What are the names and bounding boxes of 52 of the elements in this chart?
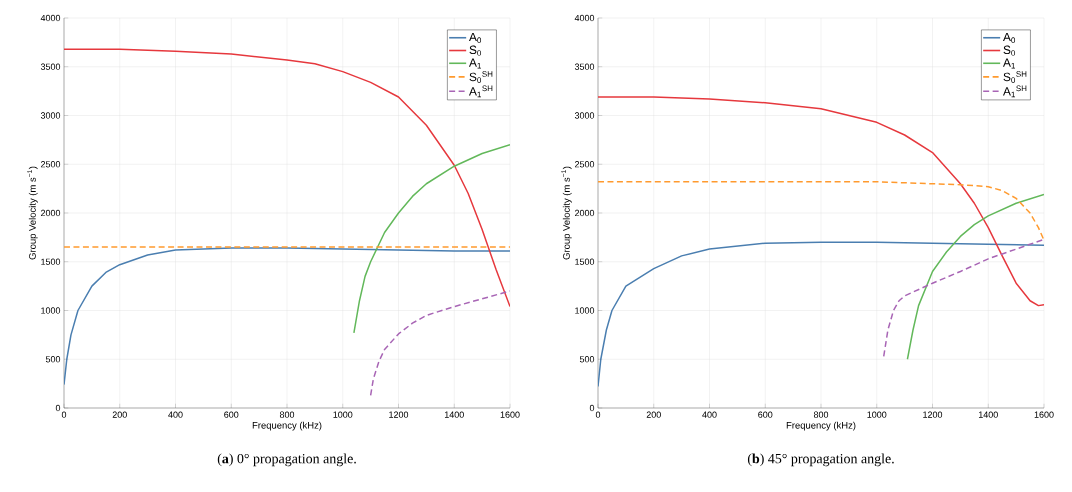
- y-tick-label: 1500: [41, 258, 61, 265]
- x-tick-label: 0: [61, 411, 67, 418]
- y-tick-label: 1500: [575, 258, 595, 265]
- x-tick-label: 1200: [389, 411, 409, 418]
- x-tick-label: 200: [646, 411, 661, 418]
- y-tick-label: 4000: [40, 14, 61, 22]
- x-tick-label: 200: [112, 411, 127, 418]
- legend-label: A$_{1}$: [1002, 58, 1015, 69]
- y-axis-title: Group Velocity (m s$^{−1}$): [27, 166, 38, 260]
- y-tick-label: 0: [589, 404, 595, 412]
- y-tick-label: 2000: [574, 209, 595, 217]
- x-tick-label: 1400: [444, 411, 464, 418]
- x-tick-label: 1600: [500, 411, 520, 418]
- line-series: [64, 247, 510, 386]
- text: (b) 45° propagation angle.: [747, 453, 894, 467]
- y-tick-label: 2000: [40, 209, 61, 217]
- x-tick-label: 800: [813, 411, 829, 418]
- legend-label: A$_{0}$: [468, 32, 482, 43]
- line-series: [598, 96, 1045, 307]
- x-tick-label: 600: [758, 411, 773, 418]
- y-tick-label: 4000: [574, 14, 595, 22]
- line-series: [598, 241, 1045, 388]
- x-tick-label: 1000: [867, 411, 887, 418]
- y-tick-label: 500: [45, 356, 61, 363]
- x-tick-label: 600: [224, 411, 239, 418]
- y-tick-label: 3500: [40, 63, 61, 70]
- x-tick-label: 1600: [1034, 411, 1054, 418]
- y-axis-title: Group Velocity (m s$^{−1}$): [561, 166, 572, 260]
- legend-label: A$_{0}$: [1002, 32, 1016, 43]
- line-series: [906, 193, 1045, 360]
- x-tick-label: 800: [279, 411, 295, 418]
- y-tick-label: 500: [579, 356, 595, 363]
- x-tick-label: 0: [595, 411, 601, 418]
- x-tick-label: 1400: [978, 411, 998, 418]
- y-tick-label: 0: [55, 404, 61, 412]
- y-tick-label: 2500: [574, 161, 595, 168]
- y-tick-label: 1000: [575, 307, 595, 314]
- text: (a) 0° propagation angle.: [217, 453, 356, 467]
- legend-label: S$_{0}$: [1003, 45, 1016, 56]
- x-axis-title: Frequency (kHz): [252, 421, 322, 431]
- x-tick-label: 400: [702, 411, 717, 418]
- x-tick-label: 1200: [923, 411, 943, 418]
- y-tick-label: 2500: [40, 161, 61, 168]
- x-tick-label: 400: [168, 411, 183, 418]
- x-tick-label: 1000: [333, 411, 353, 418]
- x-axis-title: Frequency (kHz): [786, 421, 856, 431]
- y-tick-label: 3500: [574, 63, 595, 70]
- legend-label: A$_{1}$: [468, 58, 481, 69]
- y-tick-label: 3000: [574, 112, 595, 119]
- legend-label: S$_{0}$: [469, 45, 482, 56]
- y-tick-label: 3000: [40, 112, 61, 119]
- y-tick-label: 1000: [41, 307, 61, 314]
